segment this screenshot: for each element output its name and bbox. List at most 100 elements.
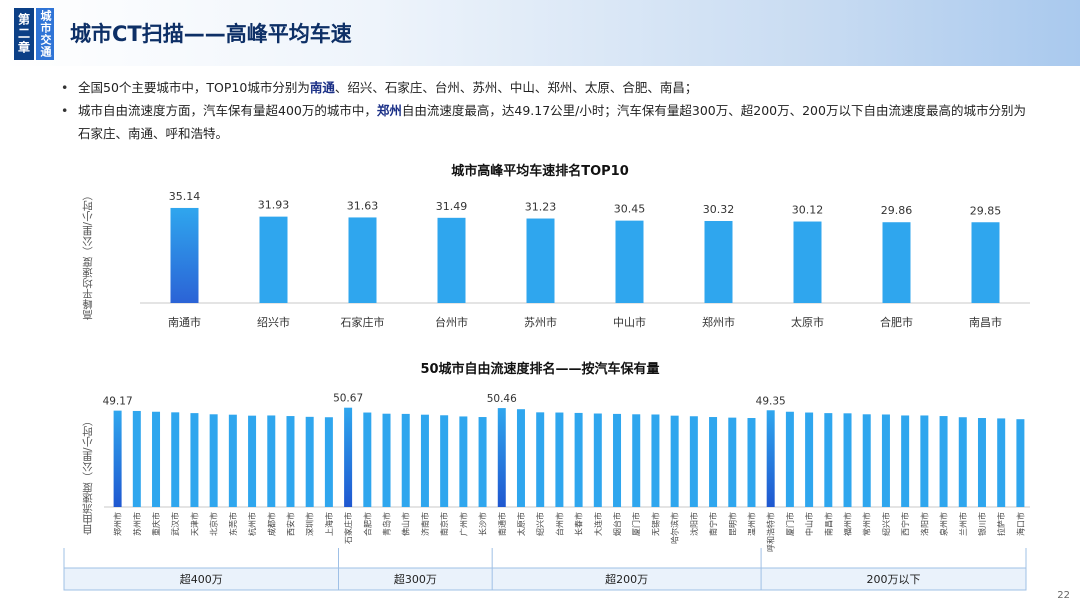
chart2-tick-label: 泉州市 — [939, 512, 949, 536]
chart2-tick-label: 南宁市 — [708, 512, 718, 536]
chart1-plot: 35.14 南通市 31.93 绍兴市 31.63 石家庄市 31.49 台州市 31.23 苏州… — [140, 190, 1030, 329]
chart2-bar — [478, 417, 487, 507]
chart2-tick-label: 绍兴市 — [881, 512, 891, 536]
group-label: 超300万 — [394, 572, 437, 586]
chart2-tick-label: 西安市 — [285, 512, 295, 536]
bullet-text: 自由流速度最高，达49.17公里/小时；汽车保有量超300万、超200万、200… — [78, 103, 1026, 141]
page-number: 22 — [1057, 590, 1070, 601]
chapter-label: 第二章 — [14, 8, 34, 60]
chart1-bar — [437, 217, 466, 303]
chart2-bar — [997, 418, 1006, 507]
chart2-bar — [305, 416, 314, 507]
chart2-bar — [267, 415, 276, 507]
chart1-title: 城市高峰平均车速排名TOP10 — [451, 164, 629, 179]
chart2-bar — [920, 415, 929, 507]
chart2-bar — [401, 413, 410, 507]
chart1-data-label: 31.49 — [436, 200, 468, 213]
chart2-bar — [286, 416, 295, 507]
chart1-bar — [615, 220, 644, 303]
chart2-bar — [132, 410, 141, 507]
chart1-tick-label: 合肥市 — [880, 315, 913, 329]
chart1-tick-label: 台州市 — [435, 315, 468, 329]
chart2-bar — [555, 412, 564, 507]
chart2-data-label: 49.35 — [756, 395, 786, 407]
chart2-bar — [440, 415, 449, 507]
chart2-tick-label: 广州市 — [458, 512, 468, 536]
chart2-bar — [363, 412, 372, 507]
chart2-tick-label: 合肥市 — [362, 512, 372, 536]
chart2-tick-label: 银川市 — [977, 512, 987, 536]
highlight-city: 郑州 — [376, 103, 402, 118]
chart2-tick-label: 青岛市 — [382, 512, 392, 536]
chart1-bar — [526, 218, 555, 303]
chart1-data-label: 31.23 — [525, 201, 557, 214]
chart2-tick-label: 石家庄市 — [343, 512, 353, 544]
chart2-bar — [709, 417, 718, 507]
chart2-bar — [651, 414, 660, 507]
chart2-tick-label: 昆明市 — [727, 512, 737, 536]
chart2-plot: 49.17 郑州市 苏州市 重庆市 武汉市 天津市 北京市 东莞市 杭州市 成都市 西安市 深圳市 上海… — [63, 393, 1030, 591]
group-label: 超400万 — [180, 572, 223, 586]
chart1-bar — [793, 221, 822, 303]
group-label: 200万以下 — [867, 573, 921, 586]
chart2-tick-label: 东莞市 — [228, 512, 238, 536]
chart1-tick-label: 苏州市 — [524, 315, 557, 329]
chart2-bar — [248, 415, 257, 507]
chart2-bar — [228, 414, 237, 507]
chart1-data-label: 31.93 — [258, 199, 290, 212]
chart2-tick-label: 兰州市 — [958, 512, 968, 536]
chart1-bar — [348, 217, 377, 303]
chart2-tick-label: 呼和浩特市 — [766, 512, 776, 552]
chart1-tick-label: 石家庄市 — [341, 315, 385, 329]
bullet-item: 全国50个主要城市中，TOP10城市分别为南通、绍兴、石家庄、台州、苏州、中山、… — [58, 76, 1038, 99]
chart2-tick-label: 绍兴市 — [535, 512, 545, 536]
chart2-tick-label: 大连市 — [593, 512, 603, 536]
chart2-bar — [113, 410, 122, 507]
chart2-bar — [824, 413, 833, 507]
chart2-bar — [324, 417, 333, 507]
chart1-bar — [704, 220, 733, 303]
chart2-bar — [977, 418, 986, 507]
chart1-tick-label: 南昌市 — [969, 315, 1002, 329]
chart2-tick-label: 烟台市 — [612, 512, 622, 536]
chart2-tick-label: 拉萨市 — [996, 512, 1006, 536]
chart2-tick-label: 南京市 — [439, 512, 449, 536]
chart2-bar — [728, 417, 737, 507]
summary-bullets: 全国50个主要城市中，TOP10城市分别为南通、绍兴、石家庄、台州、苏州、中山、… — [58, 76, 1038, 145]
chart1-tick-label: 中山市 — [613, 315, 646, 329]
chart2-bar — [958, 417, 967, 507]
chart1-tick-label: 郑州市 — [702, 315, 735, 329]
chart1-bar — [170, 207, 199, 303]
chart2-bar — [689, 416, 698, 507]
chart2-tick-label: 佛山市 — [401, 512, 411, 536]
chart2-data-label: 50.67 — [333, 393, 363, 405]
chart2-tick-label: 常州市 — [862, 512, 872, 536]
chart2-bar — [862, 414, 871, 507]
chart2-bar — [190, 413, 199, 507]
chart1-data-label: 31.63 — [347, 199, 379, 212]
chart2-tick-label: 长春市 — [574, 512, 584, 536]
chart2-tick-label: 重庆市 — [151, 512, 161, 536]
chart2-data-label: 49.17 — [103, 396, 133, 408]
chart2-tick-label: 无锡市 — [650, 512, 660, 536]
chart2-bar — [805, 412, 814, 507]
chart1-bar — [882, 222, 911, 303]
page-header: 第二章 城市交通 城市CT扫描——高峰平均车速 — [0, 0, 1080, 66]
chart2-bar — [670, 415, 679, 507]
chart2-tick-label: 天津市 — [189, 512, 199, 536]
chart2-tick-label: 太原市 — [516, 512, 526, 536]
chart2-tick-label: 台州市 — [554, 512, 564, 536]
chart2-tick-label: 济南市 — [420, 512, 430, 536]
page-title: 城市CT扫描——高峰平均车速 — [70, 22, 352, 46]
chart2-tick-label: 苏州市 — [132, 512, 142, 536]
chart2-tick-label: 杭州市 — [247, 512, 257, 536]
chart2-bar — [171, 412, 180, 507]
chart2-bar — [632, 414, 641, 507]
chart2-tick-label: 深圳市 — [305, 512, 315, 536]
chart2-bar — [613, 413, 622, 507]
chart2-bar — [209, 414, 218, 507]
group-band — [63, 567, 1027, 591]
chart1-data-label: 30.32 — [703, 203, 735, 216]
chart2-data-label: 50.46 — [487, 393, 517, 405]
